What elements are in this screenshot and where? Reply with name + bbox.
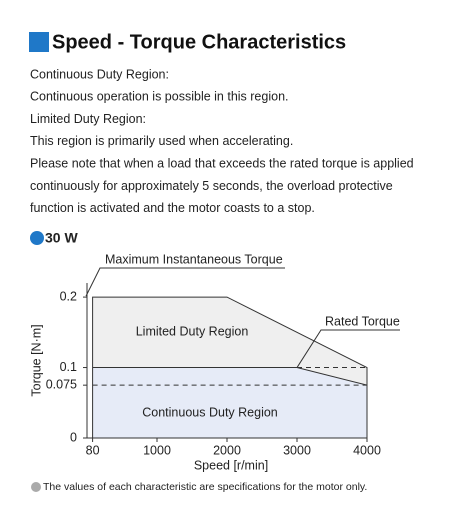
region-label: Limited Duty Region (136, 324, 249, 338)
limited-line (92, 296, 368, 438)
model: 30 W (45, 230, 78, 246)
model-icon (30, 231, 44, 245)
x-axis-label: Speed [r/min] (194, 458, 268, 472)
x-tick-label: 2000 (213, 443, 241, 457)
body-line: This region is primarily used when accel… (30, 134, 293, 148)
body-line: Continuous Duty Region: (30, 67, 169, 81)
body-line: Please note that when a load that exceed… (30, 156, 414, 170)
annotation-leader (296, 329, 400, 368)
x-tick-label: 80 (86, 443, 100, 457)
y-axis-label: Torque [N·m] (29, 324, 43, 396)
y-tick-label: 0.075 (46, 377, 77, 391)
footnote-icon (31, 482, 41, 492)
annotation: Rated Torque (325, 314, 400, 328)
annotation: Maximum Instantaneous Torque (105, 252, 283, 266)
region-label: Continuous Duty Region (142, 405, 278, 419)
y-tick-label: 0.1 (60, 360, 77, 374)
limited-region (92, 297, 367, 386)
continuous-region (92, 367, 367, 438)
body-line: function is activated and the motor coas… (30, 201, 315, 215)
footnote: The values of each characteristic are sp… (43, 481, 367, 493)
y-tick-label: 0 (70, 430, 77, 444)
title: Speed - Torque Characteristics (52, 31, 346, 53)
title-icon (29, 32, 49, 52)
x-tick-label: 3000 (283, 443, 311, 457)
body-line: Continuous operation is possible in this… (30, 90, 289, 104)
x-tick-label: 4000 (353, 443, 381, 457)
body-line: Limited Duty Region: (30, 112, 146, 126)
y-tick-label: 0.2 (60, 289, 77, 303)
annotation-leader (85, 267, 285, 297)
body-line: continuously for approximately 5 seconds… (30, 179, 393, 193)
x-tick-label: 1000 (143, 443, 171, 457)
